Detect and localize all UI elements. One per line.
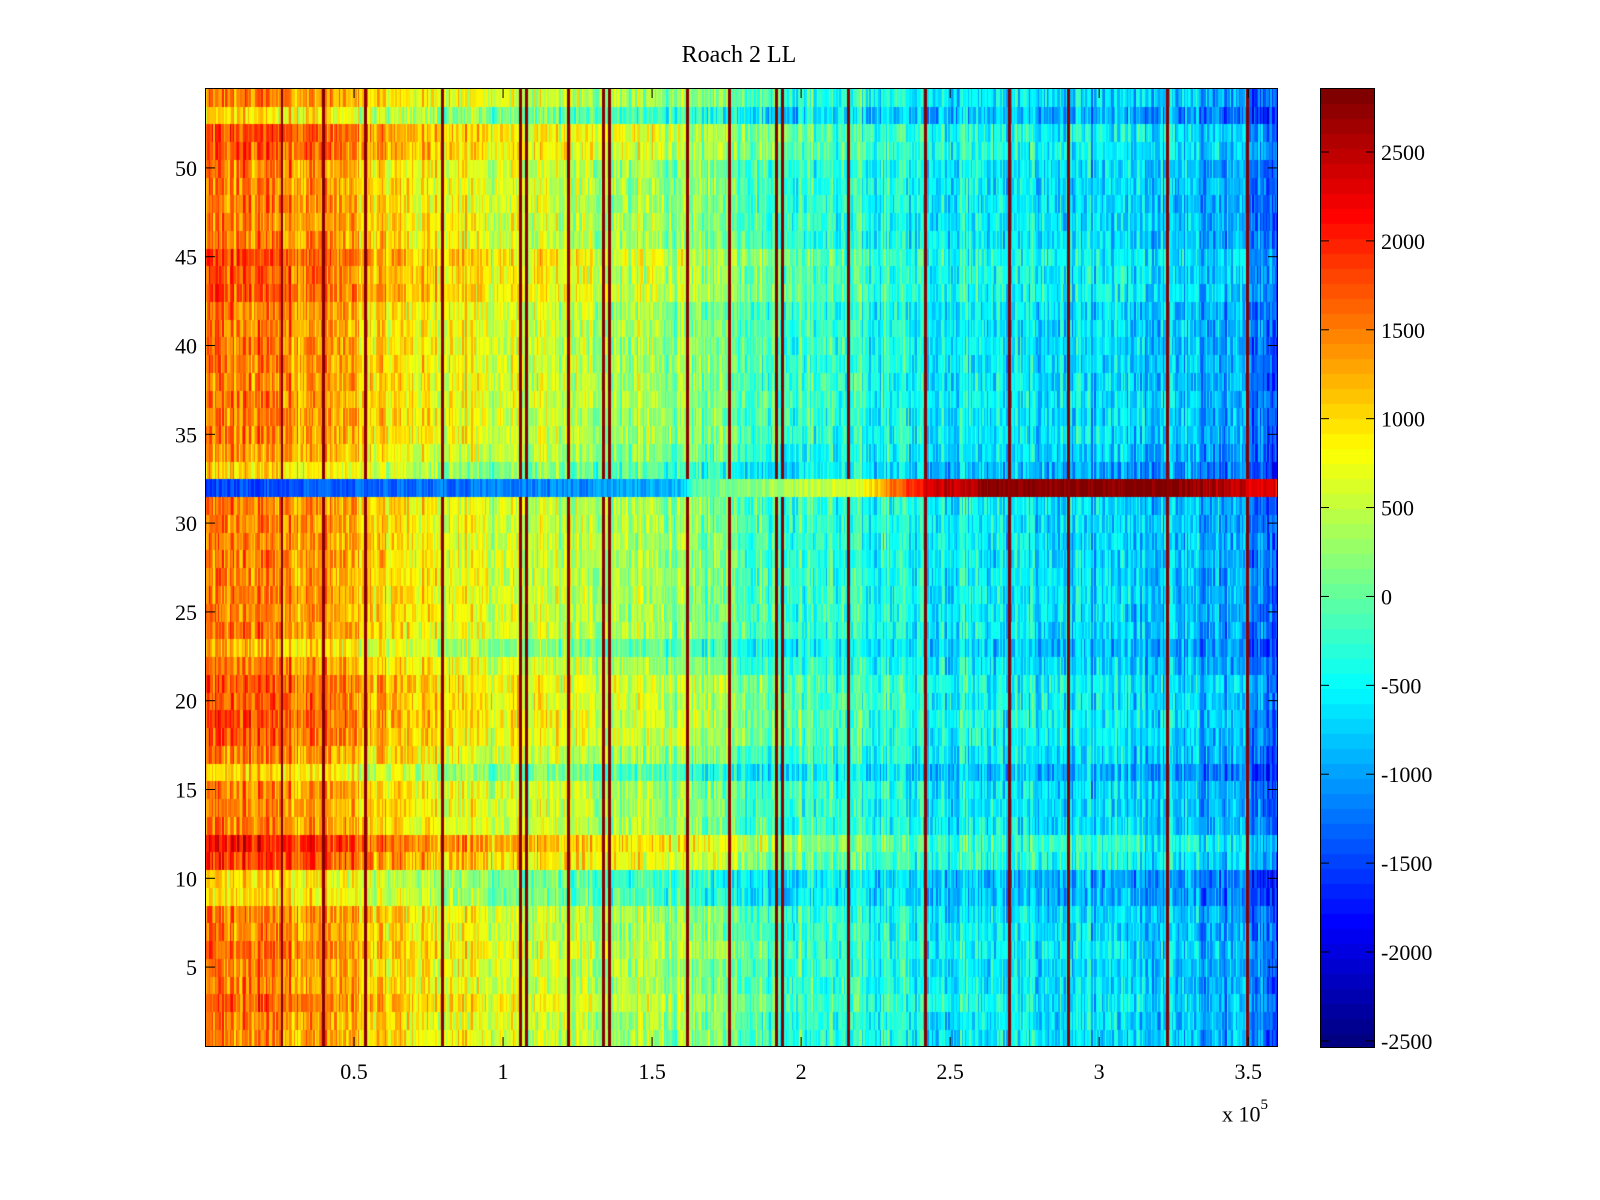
x-axis-multiplier: x 105: [1222, 1097, 1268, 1127]
colorbar-tick-label: 2000: [1381, 229, 1425, 254]
y-tick-label: 15: [175, 777, 197, 802]
colorbar-frame: [1320, 88, 1375, 1048]
x-tick-label: 3: [1094, 1059, 1105, 1084]
colorbar-tick-label: -2000: [1381, 940, 1432, 965]
colorbar-tick-label: -1500: [1381, 851, 1432, 876]
colorbar-tick-label: 0: [1381, 584, 1392, 609]
x-tick-label: 1.5: [638, 1059, 666, 1084]
y-tick-label: 10: [175, 866, 197, 891]
x-tick-label: 3.5: [1234, 1059, 1262, 1084]
colorbar-tick-label: 1500: [1381, 318, 1425, 343]
y-axis-ticks: 5 10 15 20 25 30 35 40 45 50: [175, 156, 1278, 980]
y-tick-label: 50: [175, 156, 197, 181]
colorbar-tick-label: 2500: [1381, 140, 1425, 165]
x-tick-label: 2.5: [936, 1059, 964, 1084]
y-tick-label: 35: [175, 422, 197, 447]
y-tick-label: 30: [175, 511, 197, 536]
plot-area-frame: [205, 88, 1278, 1047]
x-tick-label: 1: [498, 1059, 509, 1084]
colorbar-ticks: 2500 2000 1500 1000 500 0 -500 -1000 -1500 -2000 -…: [1320, 140, 1432, 1054]
colorbar-tick-label: -500: [1381, 673, 1421, 698]
colorbar-tick-label: 1000: [1381, 407, 1425, 432]
y-tick-label: 45: [175, 245, 197, 270]
y-tick-label: 25: [175, 600, 197, 625]
y-tick-label: 20: [175, 689, 197, 714]
colorbar-tick-label: -1000: [1381, 762, 1432, 787]
heatmap-image: [205, 88, 1278, 1047]
y-tick-label: 40: [175, 334, 197, 359]
x-tick-label: 0.5: [340, 1059, 368, 1084]
colorbar-tick-label: 500: [1381, 496, 1414, 521]
x-multiplier-exponent: 5: [1260, 1097, 1269, 1113]
colorbar-gradient: [1320, 88, 1375, 1048]
y-tick-label: 5: [186, 955, 197, 980]
x-multiplier-base: x 10: [1222, 1101, 1261, 1127]
chart-title: Roach 2 LL: [681, 42, 797, 68]
x-axis-ticks: 0.5 1 1.5 2 2.5 3 3.5: [340, 88, 1262, 1084]
colorbar-tick-label: -2500: [1381, 1029, 1432, 1054]
x-tick-label: 2: [796, 1059, 807, 1084]
